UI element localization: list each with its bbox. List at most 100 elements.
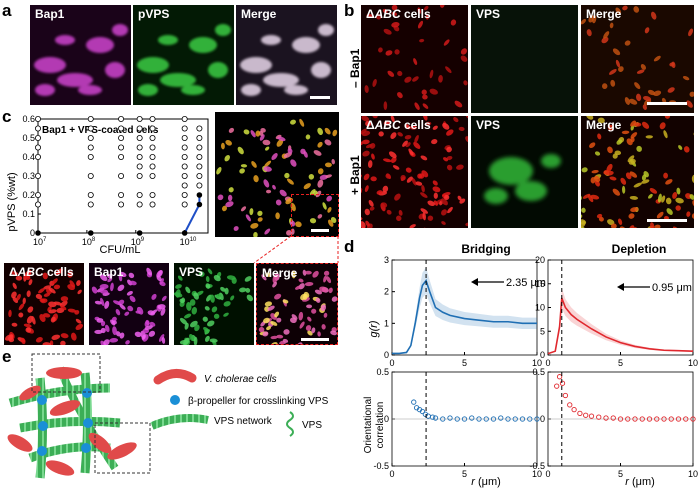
cell-blob: [678, 145, 683, 150]
cell-blob: [258, 130, 264, 136]
cell-blob: [251, 161, 257, 168]
cell-blob: [601, 36, 609, 44]
bridging-corr-point: [447, 415, 453, 421]
cell-blob: [414, 134, 419, 144]
cell-blob: [275, 212, 280, 220]
cell-blob: [309, 189, 316, 196]
depletion-corr-point: [583, 412, 589, 418]
cell-blob: [661, 195, 666, 203]
cell-blob: [653, 55, 661, 62]
cell-blob: [596, 213, 603, 219]
cell-blob: [324, 162, 332, 168]
cell-blob: [25, 270, 32, 279]
cell-blob: [586, 116, 594, 120]
cell-blob: [11, 291, 17, 299]
cell-blob: [223, 301, 231, 307]
cell-blob: [287, 148, 293, 154]
cell-blob: [363, 173, 370, 181]
cell-blob: [295, 221, 302, 228]
cell-blob: [304, 282, 314, 287]
cell-blob: [255, 130, 261, 137]
cell-blob: [650, 222, 655, 228]
open-data-point: [136, 115, 143, 122]
cell-blob: [691, 174, 694, 183]
panel-b-vps-label-2: VPS: [476, 118, 501, 132]
cell-blob: [594, 151, 601, 156]
cell-blob: [412, 76, 419, 82]
depletion-corr-point: [596, 414, 602, 420]
annotation-arrowhead: [471, 278, 478, 286]
cell-blob: [693, 218, 694, 227]
cell-blob: [104, 324, 110, 333]
legend-vps: VPS: [302, 420, 322, 431]
cell-blob: [648, 193, 653, 199]
cell-blob: [282, 338, 289, 343]
bridging-corr-point: [419, 408, 426, 415]
cell-blob: [607, 219, 615, 225]
open-data-point: [136, 163, 143, 170]
zoom-connector-lines: [253, 236, 339, 264]
cell-blob: [60, 340, 66, 345]
panel-a-bap1-label: Bap1: [35, 7, 65, 21]
cell-blob: [112, 326, 118, 336]
cell-blob: [126, 291, 133, 296]
panel-b-abc-label-1: ΔABC cells: [366, 7, 431, 21]
cell-blob: [413, 141, 421, 149]
cell-blob: [586, 29, 592, 37]
cell-blob: [422, 212, 426, 221]
cell-blob: [107, 277, 113, 283]
cell-blob: [313, 150, 322, 156]
cell-blob: [411, 177, 417, 186]
cell-blob: [390, 157, 397, 163]
cell-blob: [279, 189, 287, 197]
cell-blob: [404, 76, 412, 83]
open-data-point: [181, 182, 188, 189]
depletion-corr-point: [588, 413, 595, 419]
cell-blob: [368, 199, 374, 207]
xlabel-right: r (μm): [625, 476, 655, 488]
bridging-corr-point: [411, 399, 417, 405]
x-tick-label: 5: [462, 358, 467, 368]
cell-blob: [43, 293, 51, 297]
open-data-point: [196, 125, 203, 132]
y-tick-label: 3: [384, 255, 389, 265]
cell-blob: [22, 297, 26, 305]
open-data-point: [181, 173, 188, 180]
cell-blob: [243, 129, 250, 135]
y-tick-label: 15: [535, 279, 545, 289]
cell-blob: [669, 62, 675, 67]
cell-blob: [148, 330, 156, 337]
cell-blob: [286, 229, 292, 236]
cell-blob: [10, 271, 18, 276]
cell-blob: [610, 79, 616, 87]
depletion-corr-point: [683, 416, 689, 422]
cell-blob: [431, 139, 438, 145]
chart-c-title: Bap1 + VPS-coated cells: [42, 125, 159, 136]
cell-blob: [42, 342, 52, 345]
cell-blob: [432, 180, 438, 186]
cell-blob: [70, 332, 77, 341]
annotation-depletion: 0.95 μm: [652, 282, 692, 294]
cell-blob: [184, 313, 192, 319]
cell-blob: [640, 64, 646, 70]
cell-blob: [204, 335, 210, 342]
cell-blob: [307, 316, 312, 322]
filled-data-point: [136, 230, 143, 236]
cell-blob: [581, 194, 582, 201]
cell-blob: [320, 304, 327, 312]
cell-blob: [272, 274, 278, 284]
cell-blob: [465, 116, 468, 120]
x-tick-label: 0: [545, 358, 550, 368]
cell-blob: [417, 20, 424, 29]
cell-blob: [397, 70, 403, 77]
green-cells-texture: [484, 154, 561, 204]
cell-blob: [305, 325, 312, 331]
cell-blob: [689, 194, 694, 200]
cell-blob: [427, 200, 435, 207]
depletion-corr-point: [668, 416, 674, 422]
cell-blob: [606, 163, 613, 173]
cell-blob: [290, 119, 296, 125]
cell-blob: [276, 334, 284, 339]
cell-blob: [617, 218, 623, 225]
cell-blob: [48, 287, 56, 294]
